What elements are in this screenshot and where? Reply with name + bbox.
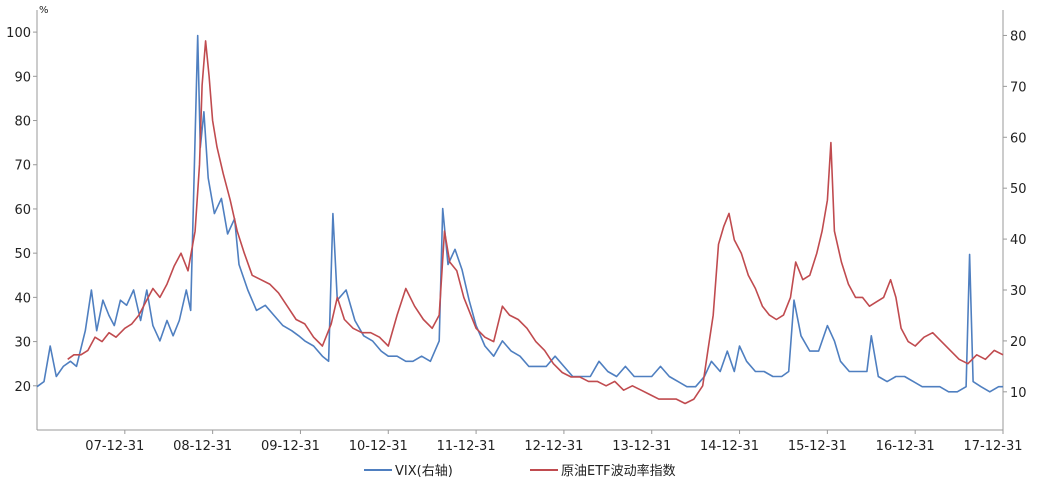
x-tick-label: 13-12-31 [612,439,671,454]
x-tick-label: 09-12-31 [261,439,320,454]
x-tick-label: 14-12-31 [700,439,759,454]
right-tick-label: 50 [1010,182,1027,197]
series-layer [36,34,1004,405]
left-tick-label: 60 [14,203,31,218]
legend: VIX(右轴) 原油ETF波动率指数 [364,463,676,479]
left-tick-label: 40 [14,291,31,306]
x-tick-label: 07-12-31 [85,439,144,454]
right-tick-label: 30 [1010,284,1027,299]
x-tick-label: 11-12-31 [437,439,496,454]
right-tick-label: 80 [1010,29,1027,44]
left-tick-label: 100 [6,26,31,41]
series-line-0 [36,34,1003,393]
x-tick-label: 12-12-31 [524,439,583,454]
right-tick-label: 10 [1010,386,1027,401]
left-tick-label: 70 [14,159,31,174]
right-tick-label: 60 [1010,131,1027,146]
right-ticks: 10 20 30 40 50 60 70 80 [1003,29,1027,401]
left-tick-label: 80 [14,115,31,130]
x-tick-label: 15-12-31 [788,439,847,454]
left-unit-label: % [39,5,49,16]
x-tick-label: 17-12-31 [963,439,1022,454]
x-tick-label: 16-12-31 [876,439,935,454]
left-tick-label: 20 [14,380,31,395]
x-tick-label: 10-12-31 [349,439,408,454]
legend-label-vix: VIX(右轴) [395,464,453,479]
left-tick-label: 50 [14,247,31,262]
right-tick-label: 70 [1010,80,1027,95]
x-ticks: 07-12-31 08-12-31 09-12-31 10-12-31 11-12-31… [85,430,1023,454]
left-tick-label: 90 [14,70,31,85]
left-tick-label: 30 [14,336,31,351]
x-tick-label: 08-12-31 [173,439,232,454]
right-tick-label: 40 [1010,233,1027,248]
left-ticks: 20 30 40 50 60 70 80 90 100 [6,26,37,395]
right-tick-label: 20 [1010,335,1027,350]
series-line-1 [67,40,1004,405]
legend-label-oil: 原油ETF波动率指数 [561,463,676,479]
